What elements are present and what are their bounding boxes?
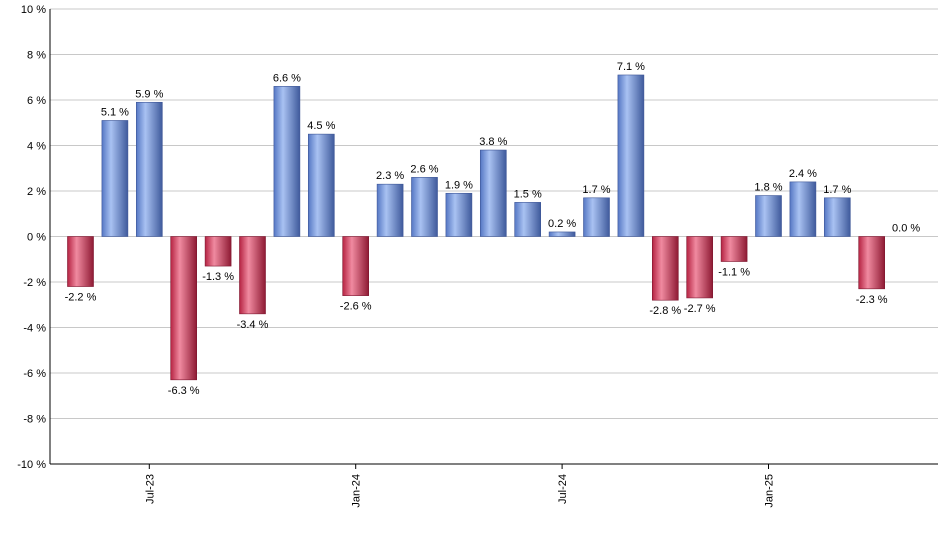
data-label: 4.5 % [307,120,335,132]
y-tick-label: 6 % [27,95,46,107]
data-labels: -2.2 % 5.1 % 5.9 % -6.3 % -1.3 % -3.4 % 6.6 % 4… [65,61,921,397]
data-label: -2.8 % [649,305,681,317]
data-label: 2.4 % [789,168,817,180]
x-tick-label: Jul-23 [144,474,156,504]
bar [479,149,507,237]
y-tick-label: 10 % [21,4,46,16]
data-label: 1.7 % [823,184,851,196]
data-label: -6.3 % [168,385,200,397]
y-tick-label: -10 % [17,459,46,471]
data-label: 2.6 % [410,163,438,175]
data-label: 6.6 % [273,72,301,84]
data-label: -1.3 % [202,271,234,283]
bar [686,236,714,299]
data-label: 1.9 % [445,179,473,191]
bar [858,236,886,290]
bar [789,181,817,237]
bars [67,74,886,381]
bar [651,236,679,301]
bar [755,195,782,237]
bar [720,236,748,262]
data-label: -3.4 % [237,319,269,331]
data-label: 0.2 % [548,218,576,230]
bar [548,231,576,237]
bar [514,202,542,237]
data-label: -2.2 % [65,292,97,304]
x-tick-label: Jan-25 [764,474,776,508]
bar [136,101,163,237]
bar [445,192,473,237]
bar [307,133,335,237]
data-label: 1.8 % [754,182,782,194]
bar [239,236,266,315]
bar [583,197,610,237]
y-tick-label: 8 % [27,50,46,62]
bar [101,120,129,237]
bar [342,236,370,296]
data-label: 2.3 % [376,170,404,182]
bar [823,197,851,237]
y-tick-label: 0 % [27,232,46,244]
y-tick-label: 4 % [27,141,46,153]
y-tick-label: -8 % [23,414,46,426]
data-label: 7.1 % [617,61,645,73]
data-label: -2.3 % [856,294,888,306]
bar [273,86,301,237]
axes: -10 % -8 % -6 % -4 % -2 % 0 % 2 % 4 % 6 % 8 % 10 %… [17,4,938,508]
bar [67,236,94,287]
data-label: 0.0 % [892,223,920,235]
x-tick-label: Jan-24 [351,474,363,508]
data-label: 3.8 % [479,136,507,148]
y-tick-label: -2 % [23,277,46,289]
bar [376,183,404,237]
data-label: 5.1 % [101,106,129,118]
data-label: 1.7 % [582,184,610,196]
bar [617,74,645,237]
data-label: -2.7 % [684,303,716,315]
x-tick-label: Jul-24 [557,474,569,504]
y-tick-label: 2 % [27,186,46,198]
bar [411,177,438,237]
y-tick-label: -6 % [23,368,46,380]
data-label: -2.6 % [340,301,372,313]
bar [170,236,197,381]
data-label: 1.5 % [514,188,542,200]
data-label: 5.9 % [135,88,163,100]
bar [204,236,232,267]
data-label: -1.1 % [718,267,750,279]
y-tick-label: -4 % [23,323,46,335]
